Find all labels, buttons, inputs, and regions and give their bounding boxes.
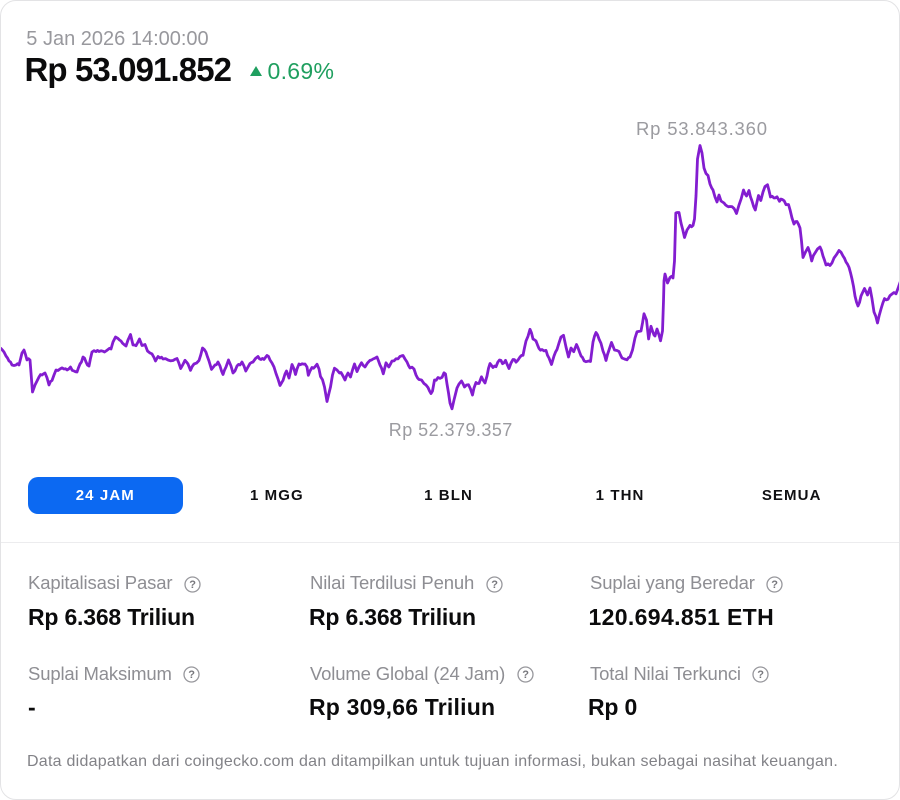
svg-text:?: ? (772, 579, 779, 591)
svg-text:?: ? (522, 669, 529, 681)
svg-text:?: ? (189, 579, 196, 591)
svg-text:?: ? (188, 669, 195, 681)
svg-text:?: ? (491, 579, 498, 591)
svg-text:?: ? (758, 669, 765, 681)
